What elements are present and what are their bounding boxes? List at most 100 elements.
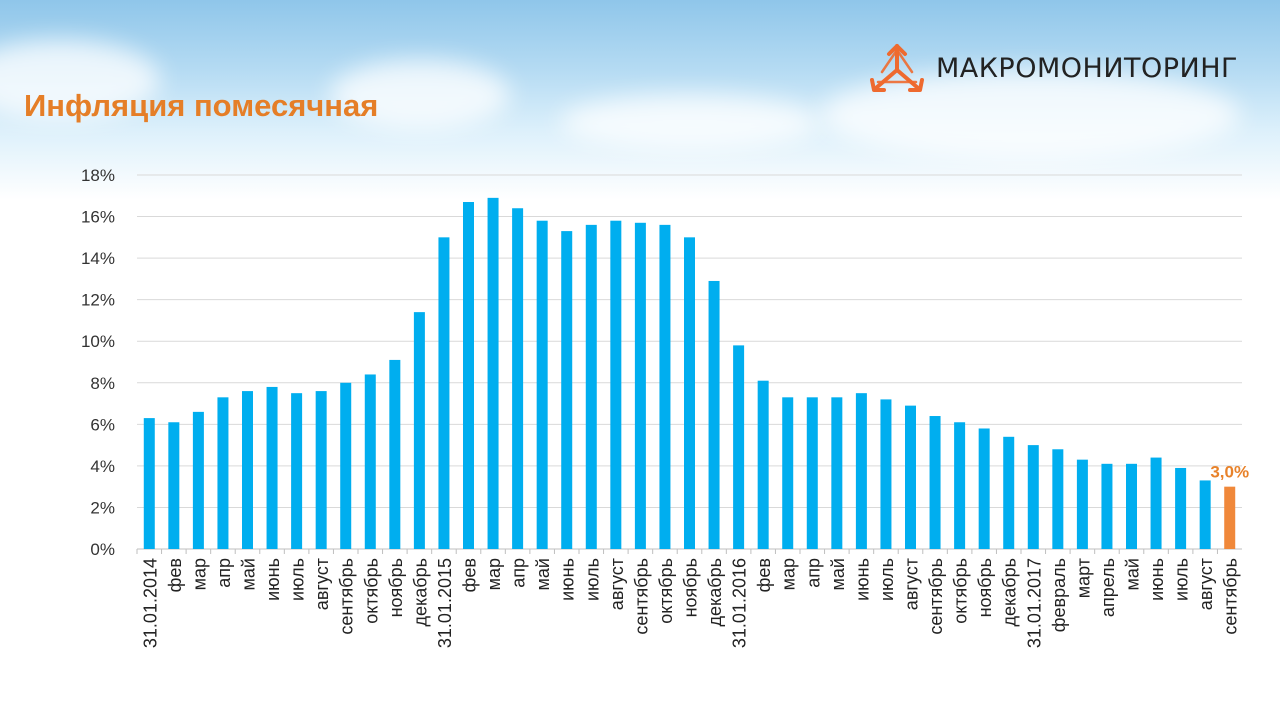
x-tick-label: 31.01.2014 xyxy=(140,558,160,648)
x-tick-label: май xyxy=(533,558,553,590)
bar xyxy=(880,399,892,549)
y-tick-label: 2% xyxy=(90,498,115,517)
bar xyxy=(782,397,794,549)
cloud-decoration xyxy=(0,40,160,120)
bar xyxy=(929,416,941,549)
y-tick-label: 0% xyxy=(90,540,115,559)
x-tick-label: май xyxy=(828,558,848,590)
bar xyxy=(905,405,916,549)
x-tick-label: сентябрь xyxy=(1221,558,1241,635)
x-tick-label: октябрь xyxy=(656,558,676,624)
bar xyxy=(634,222,646,549)
bar xyxy=(978,428,990,549)
bar xyxy=(192,411,204,549)
x-tick-label: ноябрь xyxy=(386,558,406,617)
cloud-decoration xyxy=(330,60,510,130)
bar xyxy=(242,391,253,549)
x-tick-label: апр xyxy=(803,558,823,588)
bar xyxy=(487,197,499,549)
x-tick-label: октябрь xyxy=(361,558,381,624)
x-tick-label: апр xyxy=(509,558,529,588)
bar xyxy=(585,224,597,549)
bar xyxy=(954,422,966,549)
bar xyxy=(610,220,622,549)
bar xyxy=(143,418,155,549)
bar xyxy=(757,380,769,549)
y-tick-label: 10% xyxy=(81,332,115,351)
x-tick-label: июнь xyxy=(263,558,283,601)
brand-logo: МАКРОМОНИТОРИНГ xyxy=(868,40,1238,96)
x-tick-label: декабрь xyxy=(705,558,725,627)
bar xyxy=(536,220,548,549)
bar xyxy=(1150,457,1162,549)
x-tick-label: декабрь xyxy=(1000,558,1020,627)
bar xyxy=(561,231,573,549)
data-label: 3,0% xyxy=(1210,463,1249,482)
x-tick-label: апрель xyxy=(1098,558,1118,617)
x-tick-label: август xyxy=(312,558,332,610)
bar xyxy=(340,382,352,549)
bar xyxy=(291,393,303,549)
x-tick-label: декабрь xyxy=(410,558,430,627)
bar xyxy=(438,237,450,549)
bar xyxy=(1175,467,1187,549)
y-tick-label: 14% xyxy=(81,249,115,268)
y-tick-label: 12% xyxy=(81,291,115,310)
y-tick-label: 16% xyxy=(81,208,115,227)
bar xyxy=(1101,463,1113,549)
x-tick-label: март xyxy=(1073,558,1093,598)
chart-canvas: 0%2%4%6%8%10%12%14%16%18%31.01.2014 фев ма… xyxy=(81,166,1249,648)
x-tick-label: июнь xyxy=(1147,558,1167,601)
x-tick-label: 31.01.2015 xyxy=(435,558,455,648)
x-tick-label: июль xyxy=(582,558,602,601)
bar xyxy=(389,359,401,549)
x-tick-label: май xyxy=(1123,558,1143,590)
y-tick-label: 6% xyxy=(90,415,115,434)
x-tick-label: 31.01.2017 xyxy=(1024,558,1044,648)
bar xyxy=(1199,480,1211,549)
x-tick-label: мар xyxy=(779,558,799,590)
bar xyxy=(1027,445,1039,549)
x-tick-label: июнь xyxy=(852,558,872,601)
bar xyxy=(512,208,524,549)
tri-arrows-logo-icon xyxy=(870,44,924,92)
bar xyxy=(1076,459,1088,549)
x-tick-label: август xyxy=(902,558,922,610)
bar xyxy=(413,312,425,549)
x-tick-label: апр xyxy=(214,558,234,588)
x-tick-label: сентябрь xyxy=(337,558,357,635)
bar xyxy=(364,374,376,549)
bar xyxy=(315,391,327,549)
bar xyxy=(1224,486,1236,549)
slide-title: Инфляция помесячная xyxy=(24,88,379,123)
x-tick-label: ноябрь xyxy=(975,558,995,617)
x-tick-label: июль xyxy=(877,558,897,601)
bar xyxy=(168,422,180,549)
bar xyxy=(1126,463,1137,549)
x-tick-label: ноябрь xyxy=(681,558,701,617)
x-tick-label: фев xyxy=(460,558,480,592)
x-tick-label: мар xyxy=(189,558,209,590)
bar xyxy=(684,237,695,549)
brand-name: МАКРОМОНИТОРИНГ xyxy=(936,52,1239,84)
x-tick-label: август xyxy=(1196,558,1216,610)
inflation-bar-chart: 0% 2% 4% 6% 8% 10% 12% 14% 16% 18% 31.01.2014 фев ма… xyxy=(0,150,1280,720)
x-tick-label: сентябрь xyxy=(631,558,651,635)
cloud-decoration xyxy=(560,95,820,150)
bar xyxy=(806,397,818,549)
y-tick-label: 4% xyxy=(90,457,115,476)
x-tick-label: февраль xyxy=(1049,558,1069,632)
x-tick-label: фев xyxy=(165,558,185,592)
x-tick-label: сентябрь xyxy=(926,558,946,635)
y-tick-label: 18% xyxy=(81,166,115,185)
x-tick-label: июнь xyxy=(558,558,578,601)
cloud-decoration xyxy=(820,70,1240,160)
bar xyxy=(1003,436,1015,549)
bar xyxy=(708,280,720,549)
x-tick-label: июль xyxy=(288,558,308,601)
bar xyxy=(733,345,745,549)
bar xyxy=(659,224,671,549)
x-tick-label: октябрь xyxy=(951,558,971,624)
bar xyxy=(463,202,474,549)
y-tick-label: 8% xyxy=(90,374,115,393)
